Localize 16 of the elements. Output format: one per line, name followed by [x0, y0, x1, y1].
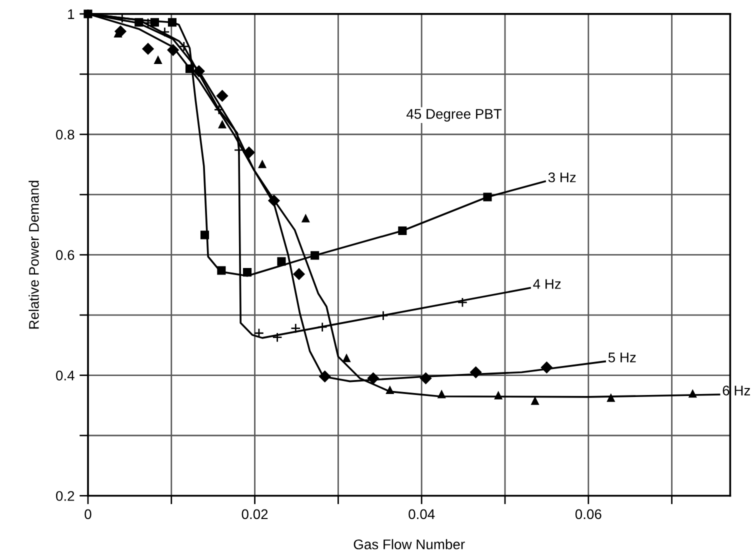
x-tick-label: 0.06 [575, 509, 602, 520]
series-label: 5 Hz [608, 352, 636, 362]
x-tick-label: 0 [84, 509, 92, 520]
x-tick-label: 0.02 [242, 509, 268, 520]
y-tick-label: 1 [68, 9, 74, 19]
series-label: 3 Hz [548, 172, 576, 182]
x-tick-label: 0.04 [408, 509, 435, 520]
series-label: 6 Hz [722, 386, 750, 396]
y-tick-label: 0.6 [56, 250, 74, 260]
annotation: 45 Degree PBT [406, 109, 502, 122]
y-axis-title: Relative Power Demand [28, 180, 39, 329]
y-tick-label: 0.2 [56, 491, 74, 501]
y-tick-label: 0.8 [56, 130, 74, 140]
series-label: 4 Hz [533, 279, 561, 289]
x-axis-title: Gas Flow Number [354, 539, 465, 550]
y-tick-label: 0.4 [56, 370, 74, 380]
